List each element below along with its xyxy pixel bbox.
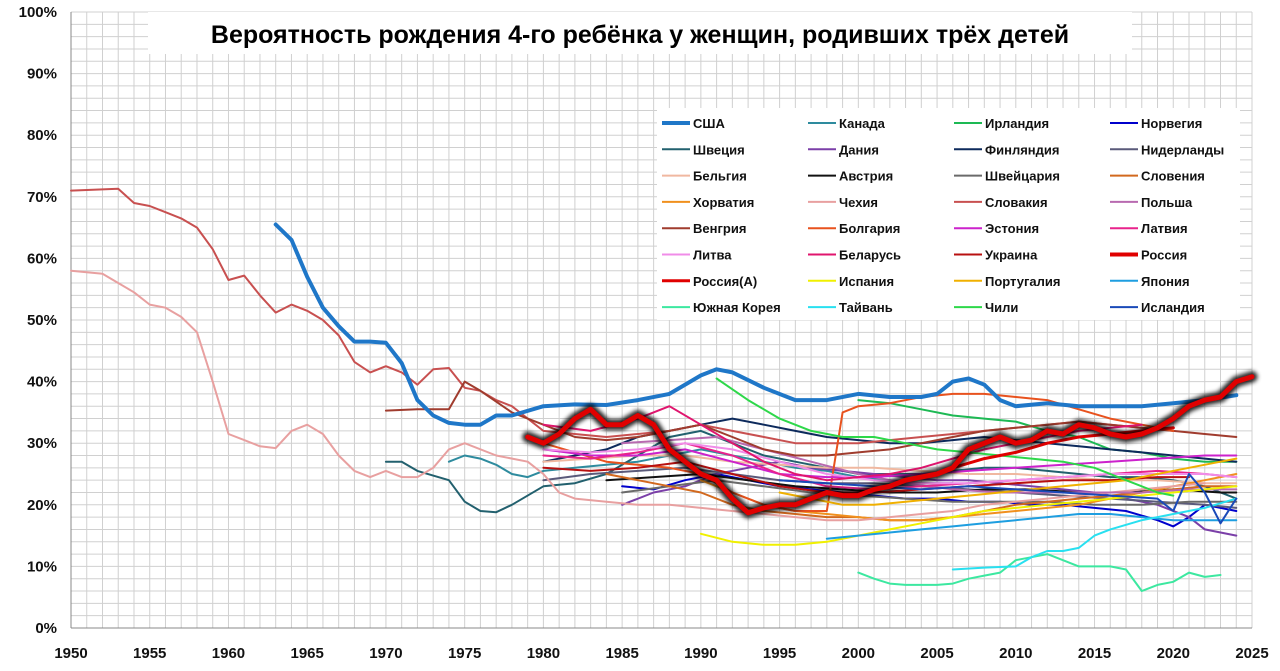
legend-entry: Польша: [1141, 195, 1193, 210]
series-line: [525, 374, 1255, 516]
legend-entry: Чили: [985, 300, 1018, 315]
y-tick-label: 30%: [27, 435, 57, 452]
x-tick-label: 1955: [133, 645, 166, 662]
legend-entry: Словения: [1141, 169, 1205, 184]
series-line: [621, 473, 1238, 528]
legend-entry: Болгария: [839, 221, 900, 236]
x-tick-label: 1985: [605, 645, 638, 662]
series-line: [825, 513, 1238, 540]
x-tick-label: 1965: [291, 645, 324, 662]
series-line: [447, 448, 954, 485]
y-tick-label: 100%: [19, 4, 57, 21]
x-tick-label: 2025: [1235, 645, 1268, 662]
y-tick-label: 20%: [27, 497, 57, 514]
x-tick-label: 1950: [54, 645, 87, 662]
title-background: [148, 12, 1132, 54]
legend-entry: Латвия: [1141, 221, 1188, 236]
y-tick-label: 70%: [27, 189, 57, 206]
legend-entry: Финляндия: [985, 142, 1059, 157]
y-tick-label: 0%: [35, 620, 57, 637]
y-tick-label: 60%: [27, 250, 57, 267]
y-tick-label: 90%: [27, 66, 57, 83]
legend-entry: Австрия: [839, 169, 893, 184]
legend-entry: Южная Корея: [693, 300, 781, 315]
legend-entry: Тайвань: [839, 300, 893, 315]
legend-entry: Бельгия: [693, 169, 747, 184]
legend-entry: Литва: [693, 248, 732, 263]
y-tick-label: 80%: [27, 127, 57, 144]
series-line: [273, 222, 1239, 427]
legend-entry: Ирландия: [985, 116, 1049, 131]
series-line: [70, 187, 1175, 445]
legend-entry: Швеция: [693, 142, 745, 157]
x-tick-label: 1980: [527, 645, 560, 662]
x-tick-label: 1975: [448, 645, 481, 662]
x-tick-label: 2005: [920, 645, 953, 662]
x-tick-label: 1970: [369, 645, 402, 662]
x-tick-label: 1990: [684, 645, 717, 662]
axes: 0% 10% 20% 30% 40% 50% 60% 70% 80% 90% 100% 1950 195…: [19, 4, 1269, 662]
series-line: [542, 448, 1238, 479]
legend-entry: Швейцария: [985, 169, 1060, 184]
y-tick-label: 50%: [27, 312, 57, 329]
legend-entry: Испания: [839, 274, 894, 289]
legend-entry: Канада: [839, 116, 886, 131]
legend-entry: Португалия: [985, 274, 1060, 289]
legend-entry: Япония: [1141, 274, 1190, 289]
series-line: [699, 485, 1238, 546]
x-tick-label: 2000: [842, 645, 875, 662]
y-tick-label: 10%: [27, 558, 57, 575]
series-line: [384, 429, 1238, 514]
series-line: [778, 457, 1238, 506]
legend-entry: США: [693, 116, 725, 131]
x-tick-label: 1995: [763, 645, 796, 662]
y-tick-label: 40%: [27, 374, 57, 391]
legend-entry: Хорватия: [693, 195, 754, 210]
legend-entry: Эстония: [985, 221, 1039, 236]
x-tick-label: 1960: [212, 645, 245, 662]
x-tick-label: 2010: [999, 645, 1032, 662]
title-group: Вероятность рождения 4-го ребёнка у женщ…: [148, 12, 1132, 54]
legend-entry: Венгрия: [693, 221, 746, 236]
legend-entry: Украина: [985, 248, 1038, 263]
legend-entry: Дания: [839, 142, 879, 157]
series-lines: [70, 187, 1258, 592]
legend-box: [657, 108, 1240, 320]
legend-entry: Чехия: [839, 195, 878, 210]
legend-entry: Беларусь: [839, 248, 901, 263]
legend-entry: Россия: [1141, 248, 1187, 263]
chart-title: Вероятность рождения 4-го ребёнка у женщ…: [211, 21, 1069, 49]
x-tick-label: 2020: [1157, 645, 1190, 662]
legend-entry: Норвегия: [1141, 116, 1202, 131]
series-line: [951, 497, 1238, 571]
x-tick-label: 2015: [1078, 645, 1111, 662]
legend: США Канада Ирландия Норвегия Швеция Дания Финл…: [657, 108, 1240, 320]
series-line: [542, 454, 1238, 485]
legend-entry: Словакия: [985, 195, 1048, 210]
legend-entry: Исландия: [1141, 300, 1205, 315]
legend-entry: Россия(А): [693, 274, 757, 289]
series-line: [715, 377, 1175, 497]
series-line: [70, 269, 1206, 522]
legend-entry: Нидерланды: [1141, 142, 1224, 157]
